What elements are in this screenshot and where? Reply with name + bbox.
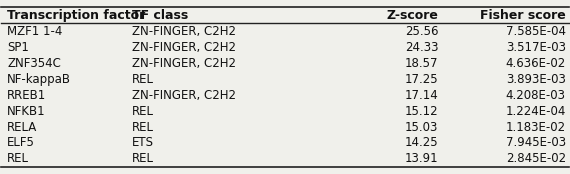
Text: Z-score: Z-score [386, 9, 438, 22]
Text: REL: REL [132, 152, 154, 165]
Text: ETS: ETS [132, 136, 154, 149]
Text: 25.56: 25.56 [405, 25, 438, 38]
Text: 13.91: 13.91 [405, 152, 438, 165]
Text: 1.224E-04: 1.224E-04 [506, 105, 566, 118]
Text: 24.33: 24.33 [405, 41, 438, 54]
Text: 7.945E-03: 7.945E-03 [506, 136, 566, 149]
Text: REL: REL [132, 121, 154, 133]
Text: REL: REL [132, 73, 154, 86]
Text: 1.183E-02: 1.183E-02 [506, 121, 566, 133]
Text: ZN-FINGER, C2H2: ZN-FINGER, C2H2 [132, 57, 236, 70]
Text: 4.636E-02: 4.636E-02 [506, 57, 566, 70]
Text: 15.12: 15.12 [405, 105, 438, 118]
Text: 7.585E-04: 7.585E-04 [506, 25, 566, 38]
Text: 14.25: 14.25 [405, 136, 438, 149]
Text: RELA: RELA [7, 121, 37, 133]
Text: RREB1: RREB1 [7, 89, 46, 102]
Text: ELF5: ELF5 [7, 136, 35, 149]
Text: MZF1 1-4: MZF1 1-4 [7, 25, 63, 38]
Text: 18.57: 18.57 [405, 57, 438, 70]
Text: ZNF354C: ZNF354C [7, 57, 61, 70]
Text: 17.14: 17.14 [404, 89, 438, 102]
Text: ZN-FINGER, C2H2: ZN-FINGER, C2H2 [132, 41, 236, 54]
Text: 2.845E-02: 2.845E-02 [506, 152, 566, 165]
Text: REL: REL [132, 105, 154, 118]
Text: NF-kappaB: NF-kappaB [7, 73, 71, 86]
Text: 15.03: 15.03 [405, 121, 438, 133]
Text: 4.208E-03: 4.208E-03 [506, 89, 566, 102]
Text: REL: REL [7, 152, 29, 165]
Text: ZN-FINGER, C2H2: ZN-FINGER, C2H2 [132, 89, 236, 102]
Text: Transcription factor: Transcription factor [7, 9, 145, 22]
Text: 3.893E-03: 3.893E-03 [506, 73, 566, 86]
Text: 17.25: 17.25 [405, 73, 438, 86]
Text: NFKB1: NFKB1 [7, 105, 46, 118]
Text: Fisher score: Fisher score [480, 9, 566, 22]
Text: TF class: TF class [132, 9, 188, 22]
Text: 3.517E-03: 3.517E-03 [506, 41, 566, 54]
Text: SP1: SP1 [7, 41, 29, 54]
Text: ZN-FINGER, C2H2: ZN-FINGER, C2H2 [132, 25, 236, 38]
